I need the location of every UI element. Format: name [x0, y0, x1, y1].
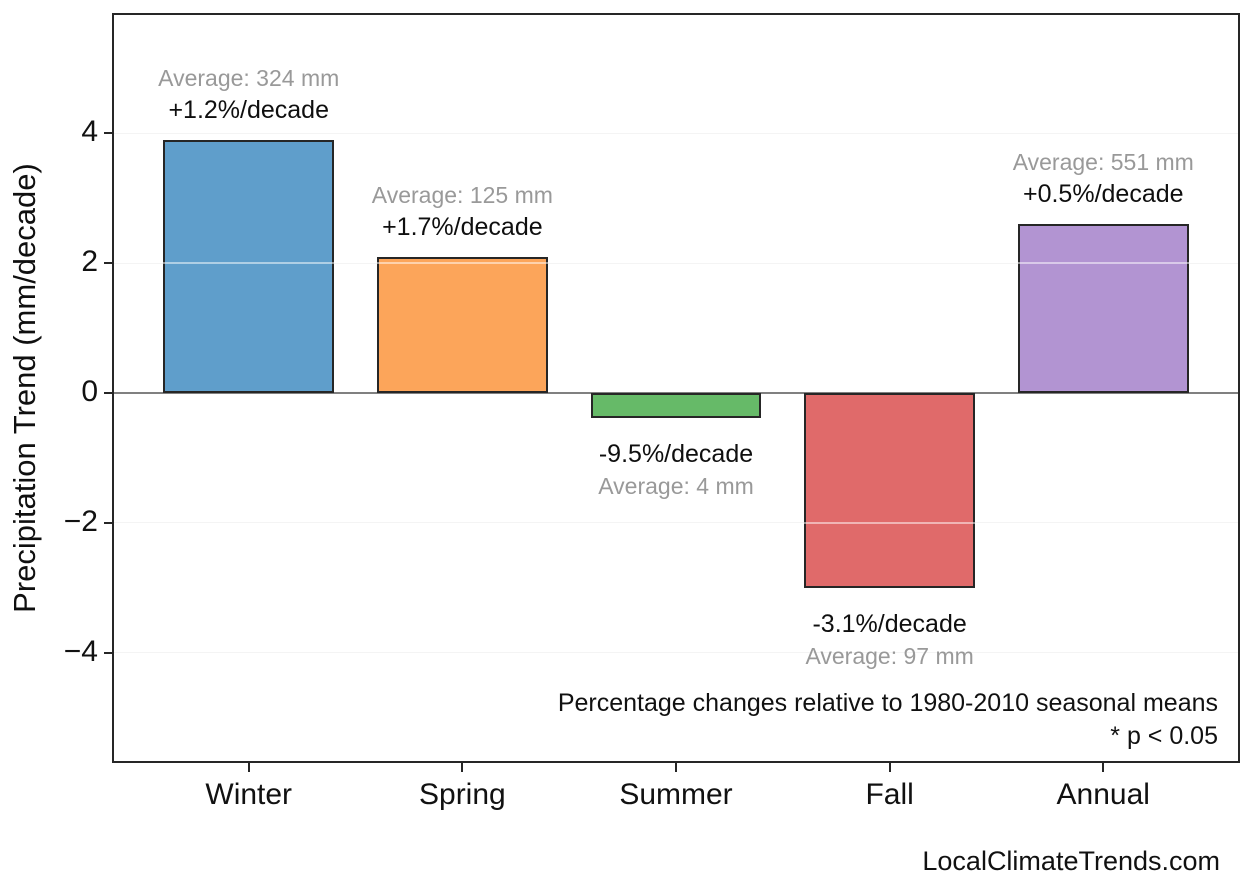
x-tick-fall: [888, 763, 891, 772]
y-tick: [104, 391, 112, 394]
percent-label-winter: +1.2%/decade: [168, 95, 329, 124]
bar-summer: [590, 392, 762, 418]
x-tick-summer: [675, 763, 677, 772]
bar-annotation-winter: Average: 324 mm +1.2%/decade: [158, 62, 339, 126]
average-label-fall: Average: 97 mm: [805, 642, 974, 669]
watermark: LocalClimateTrends.com: [922, 846, 1220, 876]
y-tick: [104, 132, 112, 135]
footnote-line-2: * p < 0.05: [1110, 722, 1218, 750]
x-tick-label-spring: Spring: [419, 778, 506, 811]
percent-label-fall: -3.1%/decade: [812, 609, 967, 638]
bar-fall: [804, 392, 976, 588]
percent-label-annual: +0.5%/decade: [1022, 180, 1184, 209]
x-tick-label-annual: Annual: [1056, 778, 1150, 811]
percent-label-summer: -9.5%/decade: [598, 439, 754, 468]
average-label-spring: Average: 125 mm: [371, 181, 553, 208]
y-tick: [104, 262, 112, 264]
x-tick-annual: [1102, 763, 1105, 772]
y-tick: [104, 521, 112, 524]
bar-annotation-fall: -3.1%/decade Average: 97 mm: [805, 608, 973, 672]
gridline-overlay: [112, 651, 1240, 654]
plot-area: Percentage changes relative to 1980-2010…: [112, 13, 1240, 763]
x-tick-label-winter: Winter: [205, 778, 293, 811]
average-label-annual: Average: 551 mm: [1012, 149, 1194, 176]
x-tick-label-summer: Summer: [619, 778, 733, 811]
bar-annual: [1017, 224, 1189, 393]
x-tick-winter: [247, 763, 250, 772]
x-tick-label-fall: Fall: [865, 778, 914, 811]
y-tick: [104, 651, 112, 654]
y-tick-label: 4: [81, 115, 98, 149]
y-tick-label: 0: [81, 374, 98, 408]
bar-spring: [376, 256, 548, 393]
y-tick-label: −4: [63, 634, 98, 668]
y-tick-label: −2: [63, 504, 98, 538]
bar-annotation-spring: Average: 125 mm +1.7%/decade: [372, 179, 553, 243]
gridline-overlay: [112, 132, 1240, 135]
percent-label-spring: +1.7%/decade: [382, 212, 543, 241]
gridline-overlay: [112, 262, 1240, 264]
footnote-line-1: Percentage changes relative to 1980-2010…: [557, 689, 1218, 717]
y-tick-label: 2: [81, 245, 98, 278]
bar-annotation-annual: Average: 551 mm +0.5%/decade: [1013, 146, 1194, 210]
footnote: Percentage changes relative to 1980-2010…: [558, 687, 1218, 753]
x-tick-spring: [461, 763, 464, 772]
bar-annotation-summer: -9.5%/decade Average: 4 mm: [598, 438, 754, 502]
average-label-summer: Average: 4 mm: [598, 472, 754, 499]
gridline-overlay: [112, 521, 1240, 524]
average-label-winter: Average: 324 mm: [158, 64, 340, 91]
bar-winter: [163, 139, 335, 393]
